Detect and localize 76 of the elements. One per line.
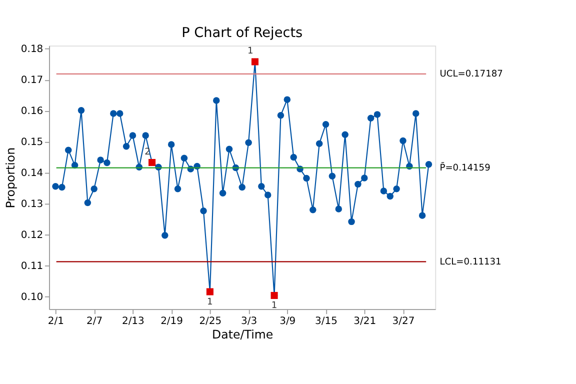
point (110, 110, 117, 117)
point (310, 206, 316, 214)
x-tick-label: 3/27 (392, 316, 415, 328)
point (386, 192, 394, 200)
x-tick-label: 2/13 (122, 316, 144, 328)
annotation: 1 (271, 301, 278, 312)
point (180, 154, 188, 162)
point (84, 199, 92, 206)
point (258, 182, 265, 190)
y-tick-label: 0.11 (20, 260, 44, 272)
ref-line-label: UCL=0.17187 (440, 70, 503, 80)
point (303, 174, 310, 182)
y-tick-label: 0.18 (20, 44, 44, 55)
point (238, 184, 246, 191)
y-axis-title: Proportion (4, 147, 18, 208)
point (361, 174, 368, 182)
point (58, 184, 66, 191)
x-tick-label: 3/21 (354, 316, 376, 328)
point (380, 188, 388, 194)
point (342, 131, 348, 138)
point (290, 154, 297, 161)
point (418, 212, 426, 219)
y-tick-label: 0.17 (20, 74, 44, 86)
point (322, 121, 330, 128)
x-tick-label: 3/3 (240, 316, 258, 328)
point (412, 110, 420, 117)
annotation: 1 (207, 297, 213, 308)
annotation: 1 (248, 46, 254, 57)
point (219, 190, 226, 197)
x-tick-label: 2/19 (160, 316, 183, 328)
point (104, 159, 110, 166)
point (264, 192, 272, 198)
annotation: 2 (144, 147, 150, 158)
point (400, 137, 406, 144)
point (78, 107, 85, 114)
point (142, 132, 149, 139)
point (129, 132, 136, 139)
y-tick-label: 0.16 (20, 106, 44, 117)
y-tick-label: 0.15 (20, 136, 44, 148)
point (97, 156, 104, 164)
point (328, 172, 336, 180)
ref-line-label: LCL=0.11131 (440, 257, 502, 268)
point (174, 185, 182, 192)
point (162, 232, 168, 239)
point (348, 218, 355, 226)
point (425, 160, 432, 168)
point (168, 141, 175, 148)
point (213, 97, 220, 104)
point (284, 96, 291, 103)
point (226, 146, 233, 153)
ref-line-label: P̄=0.14159 (440, 162, 491, 174)
point (374, 111, 381, 118)
x-tick-label: 2/7 (86, 316, 103, 328)
point (245, 139, 252, 146)
x-tick-label: 3/15 (315, 316, 338, 328)
chart-title: P Chart of Rejects (182, 24, 303, 41)
point (316, 140, 323, 147)
point (64, 146, 72, 154)
point (116, 110, 124, 117)
point (354, 180, 362, 188)
x-tick-label: 2/25 (199, 316, 222, 328)
x-axis-title: Date/Time (212, 328, 274, 342)
point (90, 185, 98, 192)
point (122, 143, 130, 150)
point (52, 182, 59, 190)
x-tick-label: 3/9 (280, 316, 296, 328)
y-tick-label: 0.12 (20, 230, 44, 241)
point (393, 185, 400, 192)
point (200, 207, 207, 214)
y-tick-label: 0.14 (20, 168, 44, 179)
x-tick-label: 2/1 (48, 316, 64, 328)
point (367, 114, 374, 122)
y-tick-label: 0.13 (20, 198, 44, 210)
y-tick-label: 0.10 (20, 292, 44, 303)
point (335, 206, 342, 212)
point (277, 112, 284, 119)
